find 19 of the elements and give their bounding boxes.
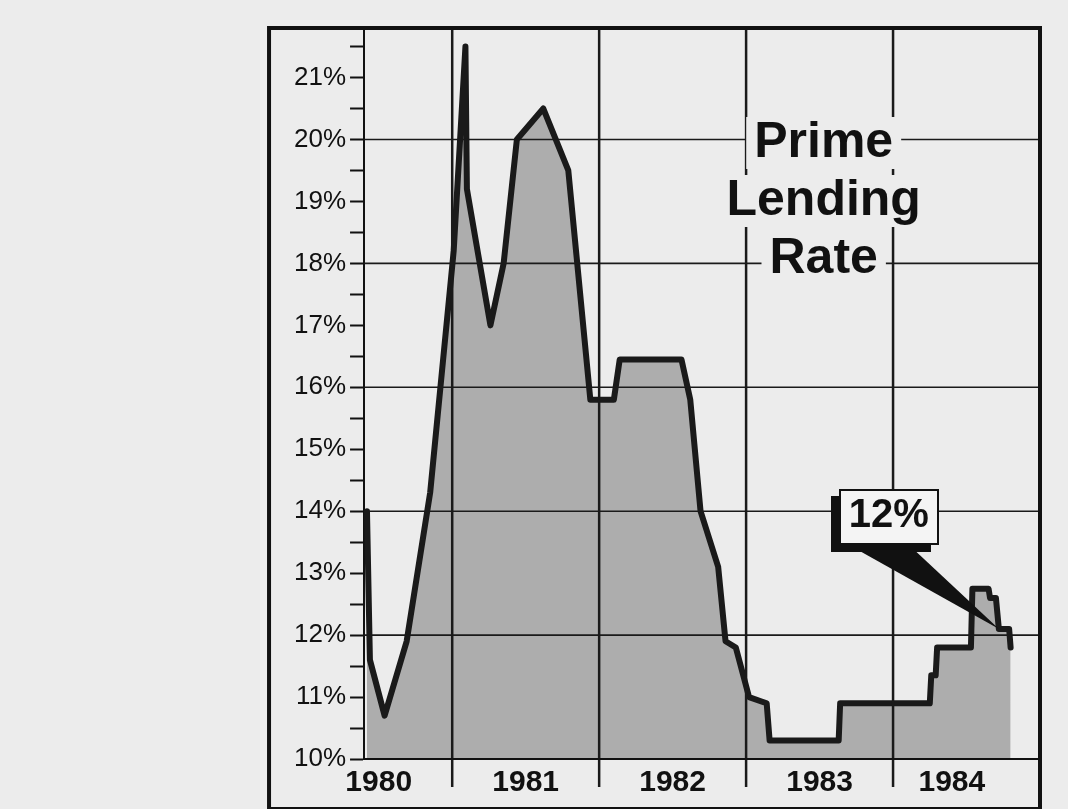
x-tick-label: 1981 [492,764,560,798]
y-tick-label: 19% [293,184,347,215]
y-tick-label: 12% [293,618,347,649]
x-tick-label: 1980 [345,764,413,798]
x-tick-label: 1984 [918,764,986,798]
y-tick-label: 21% [293,60,347,91]
x-tick-label: 1983 [786,764,853,798]
y-tick-label: 14% [293,494,347,525]
y-tick-label: 10% [293,742,347,773]
y-tick-label: 15% [293,432,347,463]
y-tick-label: 18% [293,246,347,277]
y-tick-label: 11% [295,680,347,711]
y-tick-label: 16% [293,370,347,401]
y-tick-label: 13% [293,556,347,587]
text: Prime Lending Rate [726,111,921,284]
annotation: 12% [838,488,939,545]
x-tick-label: 1982 [639,764,706,798]
y-tick-label: 20% [293,122,347,153]
y-tick-label: 17% [293,308,347,339]
